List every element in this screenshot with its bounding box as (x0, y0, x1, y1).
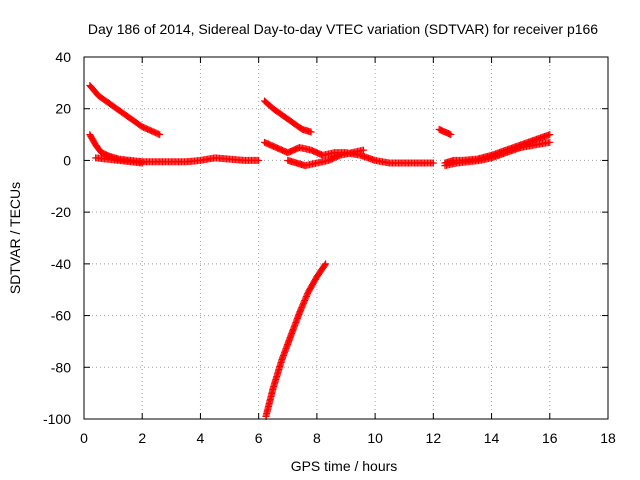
series-mid-high-decline (260, 97, 315, 136)
tick-labels: 0 2 4 6 8 10 12 14 16 18 -100 -80 -60 -40 -20 0 20 40 (43, 49, 616, 446)
y-tick-label: -100 (43, 411, 71, 427)
series-early-baseline (92, 154, 146, 167)
data-point (138, 159, 146, 167)
axis-ticks (83, 56, 609, 420)
x-tick-label: 8 (313, 430, 321, 446)
data-point (546, 138, 554, 146)
y-tick-label: -20 (51, 204, 71, 220)
data-point (156, 131, 164, 139)
data-point (321, 261, 329, 269)
y-tick-label: 40 (55, 49, 71, 65)
x-tick-label: 16 (542, 430, 558, 446)
data-point (322, 260, 330, 268)
y-tick-label: 20 (55, 101, 71, 117)
grid-lines (84, 57, 608, 419)
data-points (86, 81, 554, 420)
data-point (307, 128, 315, 136)
y-tick-label: -80 (51, 359, 71, 375)
x-tick-label: 6 (255, 430, 263, 446)
y-axis-label: SDTVAR / TECUs (7, 182, 23, 294)
series-late-short (435, 125, 455, 139)
x-axis-label: GPS time / hours (291, 458, 398, 474)
chart-title: Day 186 of 2014, Sidereal Day-to-day VTE… (88, 21, 598, 37)
series-mid-dip (284, 146, 367, 170)
data-point (546, 131, 554, 139)
x-tick-label: 18 (600, 430, 616, 446)
series-late-rise-lower (441, 138, 554, 170)
y-tick-label: -40 (51, 256, 71, 272)
y-tick-label: 0 (63, 152, 71, 168)
y-tick-label: -60 (51, 308, 71, 324)
x-tick-label: 10 (367, 430, 383, 446)
x-tick-label: 14 (484, 430, 500, 446)
data-point (447, 131, 455, 139)
data-point (429, 159, 437, 167)
plot-frame (83, 56, 609, 420)
series-steep-rise (262, 260, 330, 420)
x-tick-label: 2 (138, 430, 146, 446)
series-early-high-decline (86, 81, 164, 139)
x-tick-label: 12 (426, 430, 442, 446)
data-point (255, 156, 263, 164)
data-point (359, 146, 367, 154)
x-tick-label: 4 (197, 430, 205, 446)
x-tick-label: 0 (80, 430, 88, 446)
